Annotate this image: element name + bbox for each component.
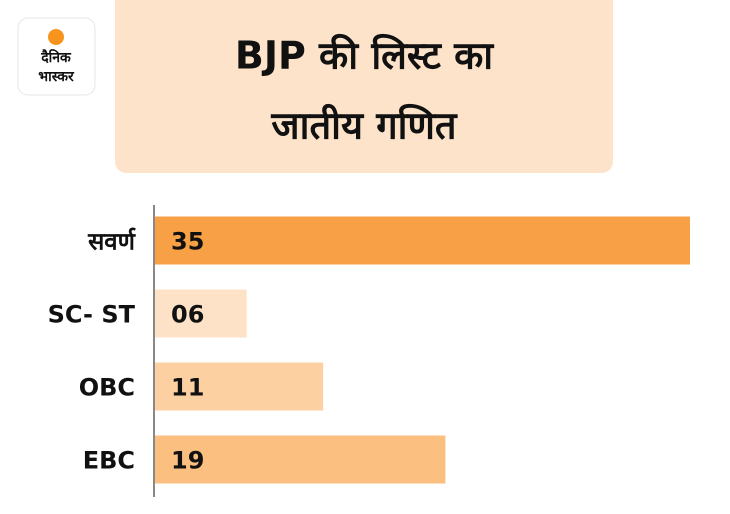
y-tick-label: SC- ST [48, 301, 136, 329]
bar [155, 216, 690, 265]
value-label: 35 [171, 228, 204, 256]
logo-box [17, 17, 96, 96]
value-label: 06 [171, 301, 204, 329]
bar [155, 289, 247, 338]
value-label: 19 [171, 447, 204, 475]
y-tick-label: EBC [83, 447, 135, 475]
y-tick-label: सवर्ण [87, 228, 137, 256]
logo-text: दैनिक [40, 49, 72, 66]
bar [155, 362, 324, 411]
logo-dot [48, 29, 64, 45]
logo-text: भास्कर [38, 69, 75, 85]
value-label: 11 [171, 374, 204, 402]
chart-title: जातीय गणित [270, 104, 458, 148]
y-tick-label: OBC [79, 374, 135, 402]
title-box [115, 0, 613, 173]
chart-title: BJP की लिस्ट का [235, 34, 494, 78]
bar [155, 435, 446, 484]
